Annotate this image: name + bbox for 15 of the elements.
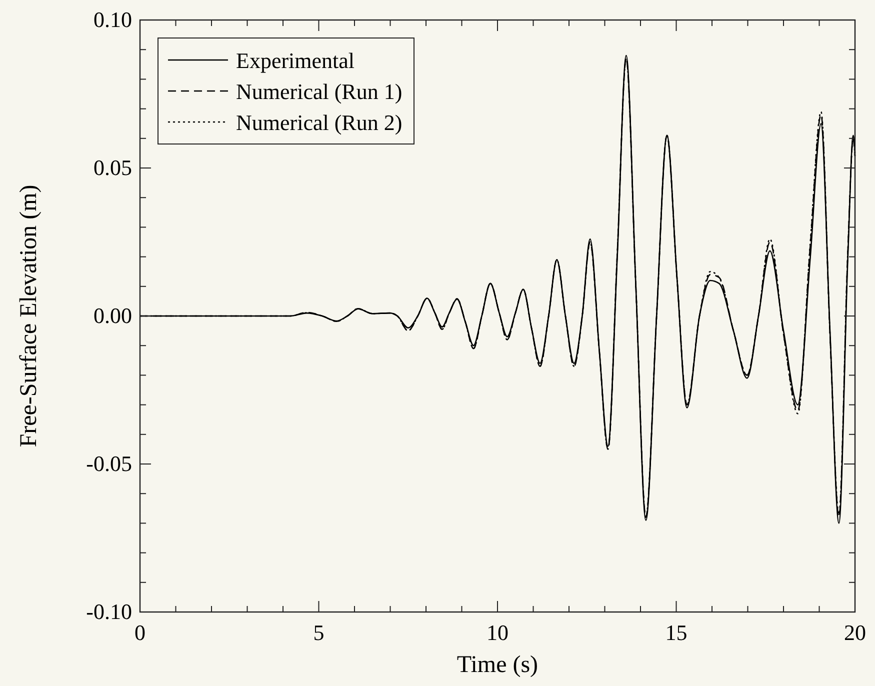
y-tick-label: -0.05 <box>86 451 132 476</box>
y-axis-title: Free-Surface Elevation (m) <box>16 184 42 448</box>
y-tick-label: -0.10 <box>86 599 132 624</box>
x-tick-label: 10 <box>486 620 508 645</box>
y-tick-label: 0.10 <box>94 7 132 32</box>
x-tick-label: 15 <box>665 620 688 645</box>
legend-label: Numerical (Run 2) <box>236 110 402 135</box>
x-tick-label: 0 <box>134 620 146 645</box>
x-axis-title: Time (s) <box>456 652 538 678</box>
x-tick-label: 5 <box>313 620 324 645</box>
y-tick-label: 0.00 <box>94 303 132 328</box>
y-tick-label: 0.05 <box>94 155 132 180</box>
legend-label: Numerical (Run 1) <box>236 79 402 104</box>
x-tick-label: 20 <box>844 620 866 645</box>
legend-label: Experimental <box>236 48 355 73</box>
